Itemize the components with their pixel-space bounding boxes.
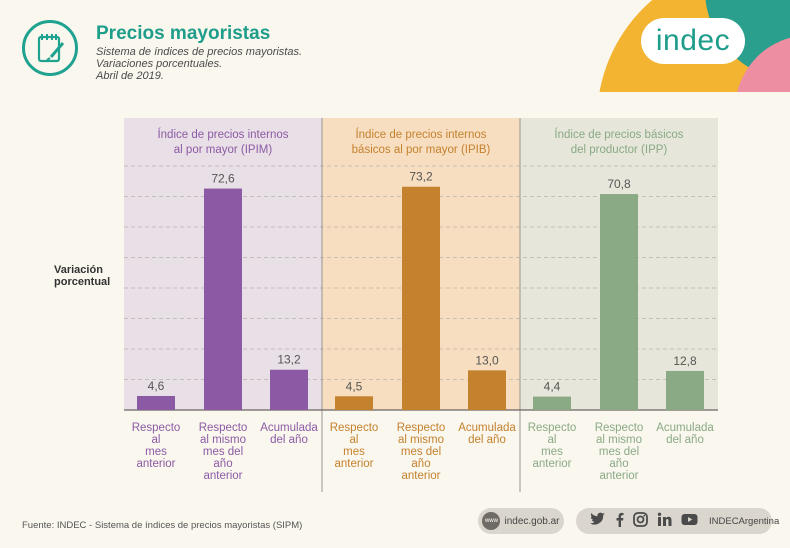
website-link[interactable]: www indec.gob.ar [478,508,564,534]
category-label: Respecto [595,422,644,434]
panel-title: al por mayor (IPIM) [174,144,273,156]
website-url: indec.gob.ar [504,515,560,527]
bar-value-label: 4,5 [346,379,363,393]
category-label: mes [343,446,365,458]
subtitle-line: Variaciones porcentuales. [96,58,223,70]
category-label: mes del [599,446,639,458]
category-label: Acumulada [656,422,714,434]
category-label: mes [145,446,167,458]
source-note: Fuente: INDEC - Sistema de índices de pr… [22,520,303,531]
bar-value-label: 4,6 [148,379,165,393]
panel-title: básicos al por mayor (IPIB) [352,144,491,156]
category-label: al mismo [596,434,642,446]
category-label: anterior [335,458,374,470]
facebook-icon[interactable] [615,512,624,531]
subtitle-line: Sistema de índices de precios mayoristas… [96,46,303,58]
bar-value-label: 13,0 [475,353,499,367]
category-label: anterior [533,458,572,470]
edit-document-icon [22,20,78,76]
bar [468,370,506,410]
category-label: Respecto [528,422,577,434]
youtube-icon[interactable] [681,513,698,530]
bar [137,395,175,410]
social-links: INDECArgentina [576,508,779,534]
category-label: del año [468,434,506,446]
bar [204,188,242,410]
category-label: anterior [600,470,639,482]
bar [533,396,571,410]
social-handle: INDECArgentina [709,515,780,527]
bar [600,194,638,410]
category-label: Respecto [397,422,446,434]
instagram-icon[interactable] [633,511,648,531]
panel-title: Índice de precios básicos [554,128,683,141]
category-label: Acumulada [458,422,516,434]
panel-title: Índice de precios internos [157,128,288,141]
category-label: Respecto [330,422,379,434]
category-label: año [411,458,430,470]
www-icon: www [482,512,501,530]
twitter-icon[interactable] [590,512,606,530]
category-label: anterior [402,470,441,482]
bar [270,369,308,410]
y-axis-label-line: porcentual [54,276,111,288]
bar [402,186,440,410]
category-label: anterior [204,470,243,482]
category-label: al [152,434,161,446]
category-label: al mismo [398,434,444,446]
category-label: año [213,458,232,470]
bar-value-label: 73,2 [409,170,433,184]
category-label: anterior [137,458,176,470]
panel-title: Índice de precios internos [355,128,486,141]
category-label: Respecto [132,422,181,434]
category-label: al [548,434,557,446]
category-label: Respecto [199,422,248,434]
category-label: año [609,458,628,470]
category-label: al mismo [200,434,246,446]
category-label: mes [541,446,563,458]
bar [335,396,373,410]
linkedin-icon[interactable] [657,512,672,531]
y-axis-label: Variación porcentual [54,264,110,288]
page-title: Precios mayoristas [96,23,271,44]
panel-title: del productor (IPP) [571,144,668,156]
bar-value-label: 70,8 [607,177,631,191]
y-axis-label-line: Variación [54,264,103,276]
category-label: al [350,434,359,446]
category-label: mes del [401,446,441,458]
bar-value-label: 72,6 [211,172,235,186]
subtitle-line: Abril de 2019. [96,70,164,82]
deco-pink-shape [737,37,790,92]
bar [666,370,704,410]
category-label: del año [666,434,704,446]
page-subtitle: Sistema de índices de precios mayoristas… [96,46,302,82]
category-label: Acumulada [260,422,318,434]
indec-logo: indec [641,18,745,64]
category-label: mes del [203,446,243,458]
bar-value-label: 13,2 [277,353,301,367]
bar-value-label: 4,4 [544,380,561,394]
category-label: del año [270,434,308,446]
bar-value-label: 12,8 [673,354,697,368]
